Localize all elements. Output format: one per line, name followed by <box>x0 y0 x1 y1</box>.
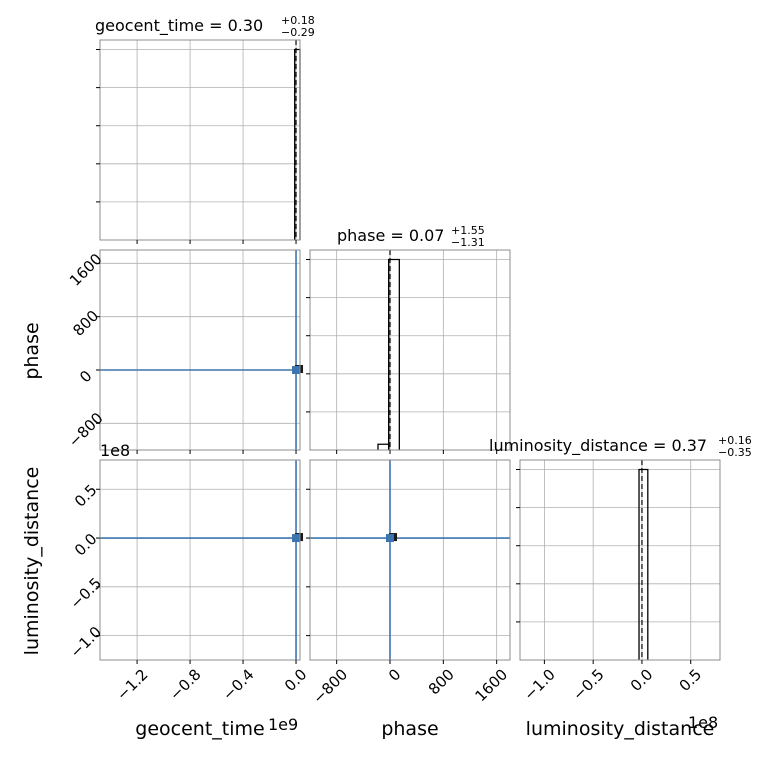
tick-label-x: −800 <box>309 665 351 707</box>
title-luminosity_distance-value: 0.37 <box>671 436 707 455</box>
title-phase-value: 0.07 <box>409 226 445 245</box>
x-axis-label-geocent_time: geocent_time <box>135 718 264 740</box>
panel-luminosity_distance-vs-phase: −800 0 800 1600 <box>306 459 511 707</box>
tick-label-x: −0.8 <box>166 665 204 703</box>
panel-frame <box>99 459 301 661</box>
truth-marker <box>386 534 394 543</box>
panel-geocent_time-hist <box>96 39 301 244</box>
tick-label-y: 0.0 <box>71 530 101 560</box>
tick-label-x: 0.5 <box>676 665 706 695</box>
title-geocent_time-plus: +0.18 <box>281 14 315 27</box>
offset-label-luminosity_distance-y: 1e8 <box>100 441 130 460</box>
y-axis-label-luminosity_distance: luminosity_distance <box>21 467 43 656</box>
offset-label-luminosity_distance-x: 1e8 <box>688 713 718 732</box>
title-phase-plus: +1.55 <box>451 224 485 237</box>
panel-luminosity_distance-vs-geocent_time: −1.2 −0.8 −0.4 0.0 −1.0 −0.5 0.0 0.5 <box>67 459 311 704</box>
tick-label-x: −1.2 <box>113 665 151 703</box>
svg-text:luminosity_distance = 0.37: luminosity_distance = 0.37 <box>489 436 707 456</box>
truth-marker <box>292 366 301 374</box>
tick-label-y: 800 <box>69 307 102 340</box>
tick-label-x: 800 <box>425 665 458 698</box>
panel-phase-hist <box>306 249 511 454</box>
tick-label-y: −1.0 <box>67 623 105 661</box>
svg-text:geocent_time = 0.30: geocent_time = 0.30 <box>95 16 263 36</box>
tick-label-y: −0.5 <box>67 574 105 612</box>
tick-label-x: 0.0 <box>627 665 657 695</box>
hist-bin <box>388 258 400 450</box>
hist-bin <box>638 468 649 660</box>
panel-frame <box>99 249 301 451</box>
title-geocent_time-value: 0.30 <box>228 16 264 35</box>
x-axis-label-phase: phase <box>381 718 438 740</box>
tick-label-y: 0 <box>76 367 95 386</box>
tick-label-x: −0.4 <box>219 665 257 703</box>
panel-frame <box>519 459 721 661</box>
title-luminosity_distance-name: luminosity_distance <box>489 436 648 456</box>
tick-label-x: −0.5 <box>569 665 607 703</box>
hist-bin <box>377 443 390 450</box>
title-phase: phase = 0.07 +1.55 −1.31 <box>337 224 485 249</box>
y-axis-label-phase: phase <box>21 322 43 379</box>
title-geocent_time: geocent_time = 0.30 +0.18 −0.29 <box>95 14 315 39</box>
panel-frame <box>309 459 511 661</box>
tick-label-x: 1600 <box>471 665 511 705</box>
title-geocent_time-minus: −0.29 <box>281 26 315 39</box>
offset-label-geocent_time-x: 1e9 <box>268 715 298 734</box>
title-geocent_time-name: geocent_time <box>95 16 204 36</box>
panel-frame <box>309 249 511 451</box>
title-luminosity_distance: luminosity_distance = 0.37 +0.16 −0.35 <box>489 434 752 459</box>
tick-label-x: 0.0 <box>281 665 311 695</box>
tick-label-y: 0.5 <box>71 481 101 511</box>
title-luminosity_distance-plus: +0.16 <box>718 434 752 447</box>
panel-frame <box>99 39 301 241</box>
truth-marker <box>292 534 301 543</box>
tick-label-x: −1.0 <box>520 665 558 703</box>
tick-label-x: 0 <box>385 665 404 684</box>
title-luminosity_distance-minus: −0.35 <box>718 446 752 459</box>
title-phase-name: phase <box>337 226 385 245</box>
x-axis-label-luminosity_distance: luminosity_distance <box>526 718 715 740</box>
title-phase-minus: −1.31 <box>451 236 485 249</box>
svg-text:phase = 0.07: phase = 0.07 <box>337 226 444 245</box>
panel-luminosity_distance-hist: −1.0 −0.5 0.0 0.5 <box>516 459 721 704</box>
